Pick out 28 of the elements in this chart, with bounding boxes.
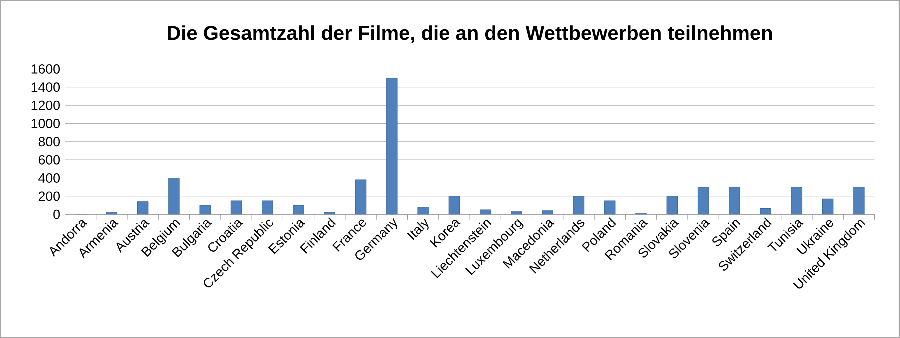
- bar: [698, 186, 710, 214]
- y-tick-label: 0: [54, 210, 60, 220]
- bar: [231, 200, 242, 214]
- bar: [168, 178, 180, 214]
- y-tick-label: 1000: [32, 118, 60, 128]
- bar: [604, 200, 616, 214]
- bar: [448, 196, 460, 214]
- bar: [666, 196, 678, 214]
- bar: [729, 186, 740, 214]
- bar: [138, 202, 148, 214]
- chart-title: Die Gesamtzahl der Filme, die an den Wettbewerben teilnehmen: [168, 25, 772, 43]
- bar: [418, 207, 429, 214]
- y-tick-label: 1600: [32, 64, 60, 74]
- bar: [386, 78, 398, 214]
- bar: [791, 186, 803, 214]
- y-tick-label: 600: [38, 155, 60, 165]
- y-tick-label: 400: [38, 173, 60, 183]
- bar: [822, 198, 834, 214]
- bar: [355, 180, 367, 214]
- bar: [854, 186, 865, 214]
- bar: [262, 200, 273, 214]
- bar: [293, 205, 304, 214]
- y-tick-label: 1400: [32, 82, 60, 92]
- y-tick-label: 200: [38, 191, 60, 201]
- bar: [573, 196, 585, 214]
- y-tick-label: 1200: [32, 100, 60, 110]
- y-tick-label: 800: [38, 136, 60, 146]
- x-tick-label: Italy: [407, 218, 429, 240]
